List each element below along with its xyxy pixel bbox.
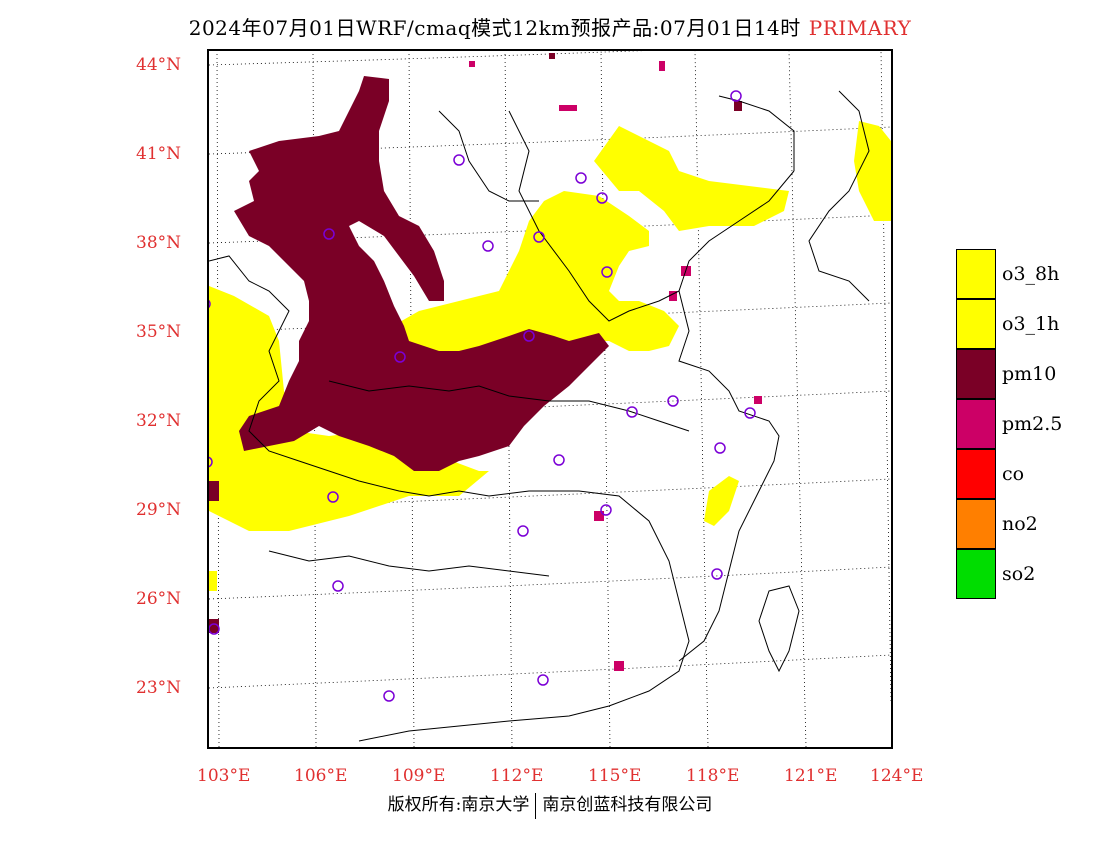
copyright-left: 版权所有:南京大学 bbox=[387, 795, 530, 815]
lat-label-35: 35°N bbox=[136, 322, 182, 342]
lat-label-26: 26°N bbox=[136, 589, 182, 609]
legend-swatch-no2 bbox=[956, 499, 996, 549]
lon-label-103: 103°E bbox=[197, 766, 251, 786]
lon-label-106: 106°E bbox=[294, 766, 348, 786]
legend-label: pm10 bbox=[1002, 363, 1057, 385]
map-panel bbox=[199, 40, 893, 749]
legend-swatch-pm10 bbox=[956, 349, 996, 399]
copyright-right: 南京创蓝科技有限公司 bbox=[542, 795, 713, 815]
legend-label: o3_1h bbox=[1002, 313, 1060, 335]
lon-label-109: 109°E bbox=[392, 766, 446, 786]
primary-tag: PRIMARY bbox=[808, 16, 912, 40]
legend-label: so2 bbox=[1002, 563, 1036, 585]
lat-label-44: 44°N bbox=[136, 55, 182, 75]
lon-label-112: 112°E bbox=[490, 766, 544, 786]
legend-label: co bbox=[1002, 463, 1025, 485]
legend-swatch-o3-1h bbox=[956, 299, 996, 349]
borders bbox=[208, 90, 870, 742]
lat-label-29: 29°N bbox=[136, 500, 182, 520]
lat-label-38: 38°N bbox=[136, 233, 182, 253]
legend-swatch-so2 bbox=[956, 549, 996, 599]
lat-label-23: 23°N bbox=[136, 678, 182, 698]
legend-swatch-pm25 bbox=[956, 399, 996, 449]
map-title: 2024年07月01日WRF/cmaq模式12km预报产品:07月01日14时 P… bbox=[0, 12, 1100, 41]
legend-label: no2 bbox=[1002, 513, 1038, 535]
legend-label: pm2.5 bbox=[1002, 413, 1063, 435]
footer-divider bbox=[535, 792, 537, 819]
lat-label-41: 41°N bbox=[136, 144, 182, 164]
lon-label-121: 121°E bbox=[784, 766, 838, 786]
lon-label-124: 124°E bbox=[870, 766, 924, 786]
legend-swatch-o3-8h bbox=[956, 249, 996, 299]
title-text: 2024年07月01日WRF/cmaq模式12km预报产品:07月01日14时 bbox=[188, 16, 801, 40]
copyright-footer: 版权所有:南京大学 南京创蓝科技有限公司 bbox=[0, 790, 1100, 819]
lat-label-32: 32°N bbox=[136, 411, 182, 431]
lon-label-118: 118°E bbox=[686, 766, 740, 786]
legend-label: o3_8h bbox=[1002, 263, 1060, 285]
station-markers bbox=[199, 90, 756, 702]
legend-swatch-co bbox=[956, 449, 996, 499]
lon-label-115: 115°E bbox=[588, 766, 642, 786]
pm10-areas bbox=[209, 53, 742, 633]
pollution-map bbox=[199, 40, 892, 748]
